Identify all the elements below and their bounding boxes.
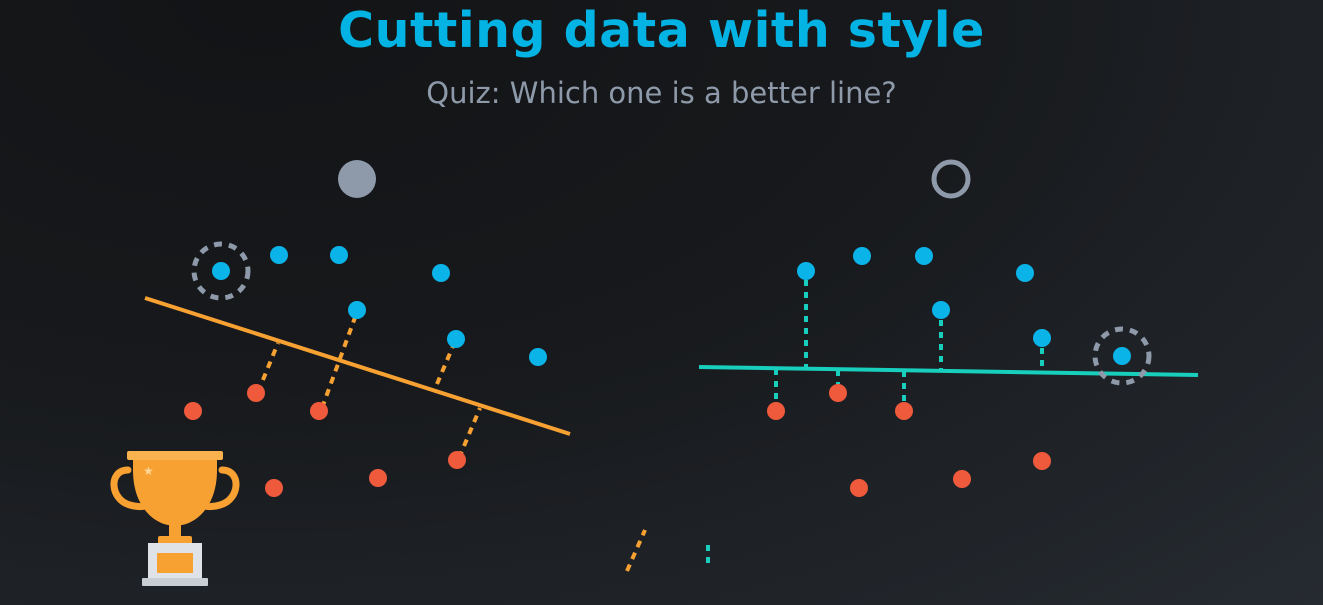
distance-line — [256, 342, 280, 393]
quiz-question: Quiz: Which one is a better line? — [426, 76, 897, 110]
blue-point — [212, 262, 230, 280]
red-point — [953, 470, 971, 488]
svg-text:★: ★ — [143, 464, 154, 478]
blue-point — [915, 247, 933, 265]
blue-point — [1033, 329, 1051, 347]
highlight-circle — [1092, 326, 1152, 386]
blue-point — [529, 348, 547, 366]
blue-point — [270, 246, 288, 264]
red-point — [1033, 452, 1051, 470]
trophy-icon: ★ — [110, 451, 240, 586]
distance-line — [320, 311, 359, 409]
red-point — [767, 402, 785, 420]
red-point — [310, 402, 328, 420]
teal-separating-line — [698, 365, 1199, 377]
red-point — [829, 384, 847, 402]
blue-point — [853, 247, 871, 265]
blue-point — [447, 330, 465, 348]
red-point — [265, 479, 283, 497]
orange-separating-line — [144, 296, 571, 436]
blue-point — [1113, 347, 1131, 365]
red-point — [895, 402, 913, 420]
blue-point — [330, 246, 348, 264]
blue-point — [432, 264, 450, 282]
red-point — [247, 384, 265, 402]
radio-empty-icon[interactable] — [931, 159, 971, 199]
highlight-circle — [191, 241, 251, 301]
red-point — [369, 469, 387, 487]
orange-dash-legend — [625, 529, 647, 572]
blue-point — [348, 301, 366, 319]
blue-point — [1016, 264, 1034, 282]
blue-point — [797, 262, 815, 280]
right-option-panel — [698, 247, 1199, 497]
left-option-panel — [144, 241, 571, 497]
red-point — [184, 402, 202, 420]
red-point — [850, 479, 868, 497]
page-title: Cutting data with style — [338, 2, 985, 59]
blue-point — [932, 301, 950, 319]
radio-selected-icon[interactable] — [338, 160, 376, 198]
distance-line — [457, 407, 482, 459]
red-point — [448, 451, 466, 469]
